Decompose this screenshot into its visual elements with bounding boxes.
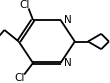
Text: Cl: Cl [15,73,25,83]
Text: Cl: Cl [19,0,29,10]
Text: N: N [64,15,72,25]
Text: N: N [64,58,72,68]
